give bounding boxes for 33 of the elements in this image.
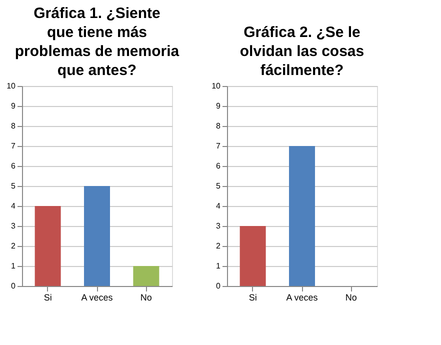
y-tick-label: 6 (216, 162, 222, 170)
y-tick-label: 1 (216, 262, 222, 270)
y-tick-label: 5 (216, 182, 222, 190)
y-tick-label: 9 (11, 102, 16, 110)
bar (133, 266, 160, 286)
x-tick-label: A veces (286, 292, 318, 302)
x-tick-label: No (345, 292, 357, 302)
bar (84, 186, 110, 286)
bar (34, 206, 61, 286)
y-tick-label: 7 (11, 142, 16, 150)
y-tick-label: 6 (11, 162, 16, 170)
x-tick-label: Si (248, 292, 257, 302)
y-tick-label: 2 (11, 242, 16, 250)
y-tick-label: 0 (11, 282, 16, 290)
y-tick-label: 2 (216, 242, 222, 250)
x-tick-label: Si (44, 292, 52, 302)
y-tick-label: 10 (212, 82, 222, 90)
y-tick-label: 0 (216, 282, 222, 290)
chart-title: Gráfica 1. ¿Siente que tiene más problemas de memoria que antes? (14, 5, 180, 79)
y-tick-label: 4 (11, 202, 16, 210)
chart-title: Gráfica 2. ¿Se le olvidan las cosas fácilmente? (240, 24, 364, 79)
y-tick-label: 10 (6, 82, 16, 90)
y-tick-label: 9 (216, 102, 222, 110)
y-tick-label: 5 (11, 182, 16, 190)
x-tick-label: A veces (81, 292, 114, 302)
y-tick-label: 4 (216, 202, 222, 210)
y-tick-label: 1 (11, 262, 16, 270)
y-tick-label: 8 (11, 122, 16, 130)
y-tick-label: 7 (216, 142, 222, 150)
x-tick-label: No (140, 292, 152, 302)
y-tick-label: 8 (216, 122, 222, 130)
y-tick-label: 3 (11, 222, 16, 230)
y-tick-label: 3 (216, 222, 222, 230)
